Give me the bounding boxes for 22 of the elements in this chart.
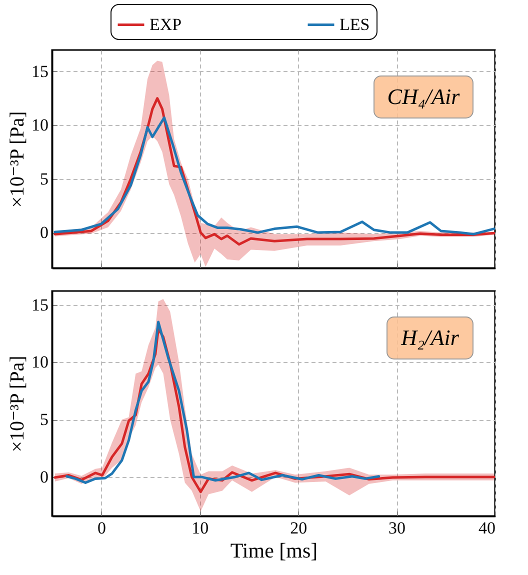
x-tick-label: 20 xyxy=(290,518,308,538)
x-tick-label: 40 xyxy=(478,518,496,538)
y-tick-label: 15 xyxy=(32,62,48,81)
line-series xyxy=(66,320,380,484)
y-axis-title: ×10⁻³P [Pa] xyxy=(6,111,28,208)
y-tick-label: 5 xyxy=(40,169,48,188)
y-tick-label: 10 xyxy=(32,352,48,372)
y-axis-title: ×10⁻³P [Pa] xyxy=(6,356,28,452)
y-tick-label: 15 xyxy=(32,295,48,314)
annotation: H₂/Air xyxy=(400,325,460,350)
y-tick-label: 0 xyxy=(40,467,48,486)
line-series xyxy=(54,116,495,236)
y-tick-label: 0 xyxy=(40,223,48,242)
x-tick-label: 30 xyxy=(388,518,406,538)
legend-label: EXP xyxy=(150,14,182,34)
x-tick-label: 0 xyxy=(97,518,106,538)
y-tick-label: 5 xyxy=(40,410,48,430)
annotation: CH₄/Air xyxy=(387,84,460,109)
x-axis-title: Time [ms] xyxy=(230,538,318,562)
x-tick-label: 10 xyxy=(192,518,209,538)
y-tick-label: 10 xyxy=(32,116,48,135)
legend-label: LES xyxy=(340,14,370,34)
